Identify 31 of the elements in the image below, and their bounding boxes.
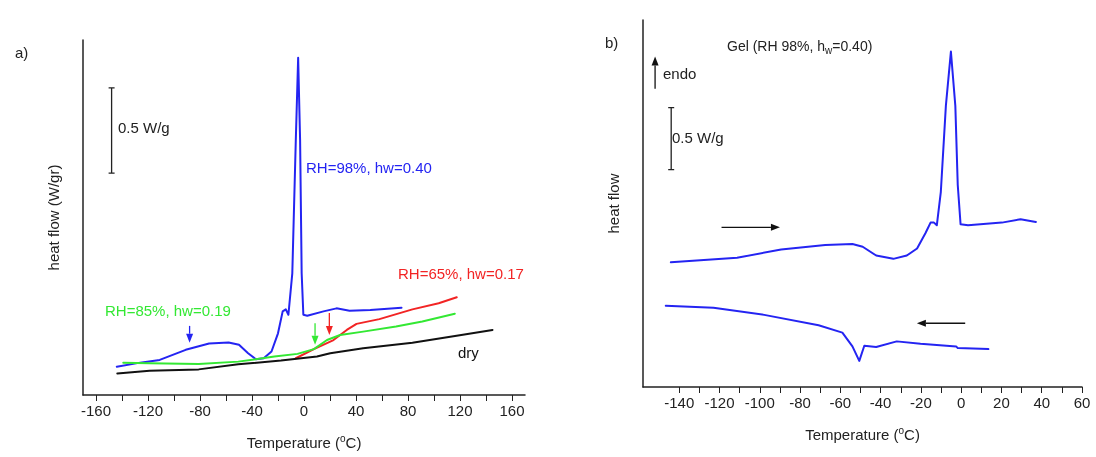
x-tick-label: -140	[664, 394, 695, 411]
series-label: dry	[458, 344, 480, 361]
x-tick-label: 0	[957, 394, 966, 411]
x-tick-label: -40	[241, 402, 263, 419]
x-tick-label: 120	[447, 402, 473, 419]
annotation: endo	[663, 65, 697, 82]
annotation: 0.5 W/g	[672, 129, 724, 146]
y-axis-title: heat flow (W/gr)	[45, 164, 62, 271]
x-tick-label: 0	[299, 402, 309, 419]
series-label: RH=65%, hw=0.17	[398, 265, 524, 282]
chart-title: a)	[15, 44, 29, 61]
x-tick-label: -120	[704, 394, 735, 411]
x-tick-label: 160	[499, 402, 525, 419]
annotation: 0.5 W/g	[118, 119, 170, 136]
x-tick-label: 40	[347, 402, 365, 419]
x-tick-label: 80	[399, 402, 417, 419]
chart-title: b)	[605, 34, 619, 51]
x-tick-label: 40	[1033, 394, 1051, 411]
x-tick-label: -80	[789, 394, 811, 411]
x-tick-label: -80	[189, 402, 211, 419]
x-tick-label: -160	[80, 402, 112, 419]
x-tick-label: -120	[132, 402, 164, 419]
y-axis-title: heat flow	[605, 173, 622, 234]
text: RH=85%, hw=0.19	[105, 302, 231, 319]
x-tick-label: -40	[869, 394, 892, 411]
x-tick-label: -100	[744, 394, 775, 411]
x-tick-label: -20	[910, 394, 932, 411]
series-label: RH=98%, hw=0.40	[306, 159, 432, 176]
x-tick-label: -60	[829, 394, 852, 411]
x-tick-label: 20	[993, 394, 1010, 411]
x-tick-label: 60	[1073, 394, 1091, 411]
